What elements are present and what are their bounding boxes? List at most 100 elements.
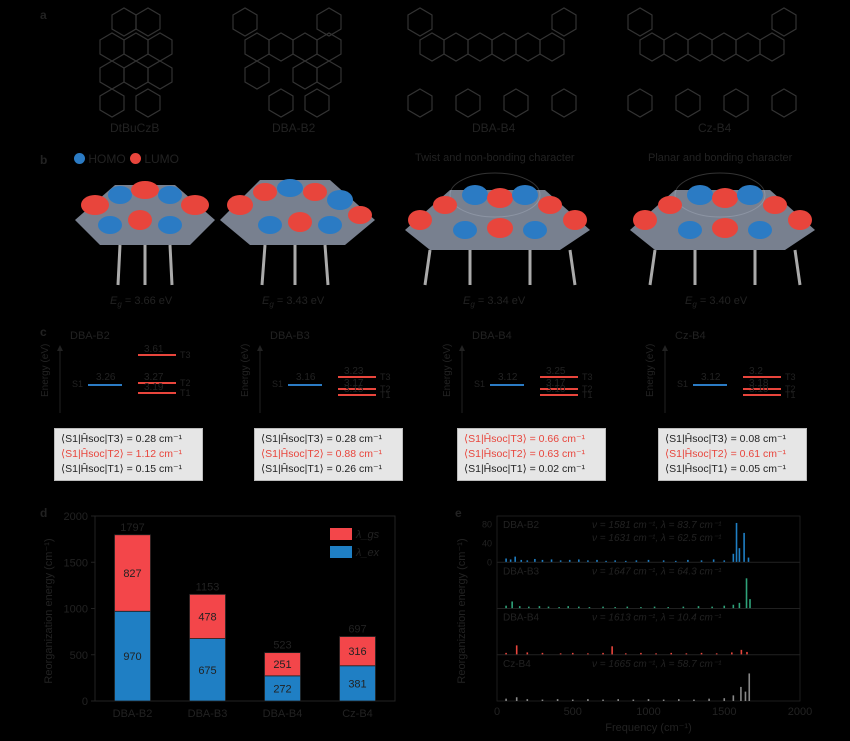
t3-value: 3.23 xyxy=(344,366,364,377)
t1-label: T1 xyxy=(180,388,191,398)
y-tick-label: 40 xyxy=(482,538,492,548)
s1-value: 3.12 xyxy=(701,372,721,383)
panel-b-letter: b xyxy=(40,153,48,167)
t1-label: T1 xyxy=(785,390,796,400)
gap-4: Eg = 3.40 eV xyxy=(685,295,747,309)
diagram-title: DBA-B2 xyxy=(70,330,110,342)
soc-line-t1: ⟨S1|Ĥsoc|T1⟩ = 0.26 cm⁻¹ xyxy=(261,463,383,475)
orbital-4 xyxy=(630,172,815,286)
t3-label: T3 xyxy=(380,372,391,382)
gap-1-sub: g xyxy=(117,300,122,310)
molecule-structures xyxy=(99,7,797,118)
legend-lumo: LUMO xyxy=(130,152,179,166)
t3-label: T3 xyxy=(180,350,191,360)
molecule-2 xyxy=(232,7,342,118)
t1-label: T1 xyxy=(380,390,391,400)
gap-2: Eg = 3.43 eV xyxy=(262,295,324,309)
t3-value: 3.61 xyxy=(144,344,164,355)
t1-value: 3.15 xyxy=(344,384,364,395)
y-tick-label: 0 xyxy=(487,557,492,567)
bar-ex xyxy=(189,638,226,702)
spectrum-Cz-B4: Cz-B4 ν = 1665 cm⁻¹, λ = 58.7 cm⁻¹ xyxy=(496,654,801,702)
axis-arrow-icon xyxy=(662,345,668,351)
t1-label: T1 xyxy=(582,390,593,400)
bar-gs-label: 251 xyxy=(273,659,291,671)
t2-value: 3.17 xyxy=(344,378,364,389)
panel-a-letter: a xyxy=(40,8,47,22)
legend-ex-label: λ_ex xyxy=(355,547,380,559)
energy-diagram-2: DBA-B3 Energy (eV) S1 3.16 3.23 T3 3.17 T2 3.15 T… xyxy=(240,330,391,413)
axis-arrow-icon xyxy=(257,345,263,351)
s1-label: S1 xyxy=(474,379,485,389)
legend-gs-label: λ_gs xyxy=(355,529,380,541)
x-tick-label: DBA-B3 xyxy=(188,708,228,720)
panel-c-letter: c xyxy=(40,325,47,339)
y-tick-label: 1500 xyxy=(64,557,88,569)
spectrum-name: DBA-B4 xyxy=(503,613,540,624)
y-tick-label: 500 xyxy=(70,650,88,662)
t2-label: T2 xyxy=(180,378,191,388)
gap-1-prefix: E xyxy=(110,295,118,307)
s1-label: S1 xyxy=(272,379,283,389)
panel-e-letter: e xyxy=(455,506,462,520)
bar-total-label: 1797 xyxy=(120,522,144,534)
x-tick-label: DBA-B4 xyxy=(263,708,303,720)
bar-gs xyxy=(114,534,151,612)
energy-level-diagrams: DBA-B2 Energy (eV) S1 3.26 3.61 T3 3.27 T2 3.19 T… xyxy=(40,330,796,413)
x-tick-label: DBA-B2 xyxy=(113,708,153,720)
spectrum-name: Cz-B4 xyxy=(503,659,531,670)
annotation-planar: Planar and bonding character xyxy=(648,152,793,164)
bar-ex-label: 272 xyxy=(273,683,291,695)
soc-line-t1: ⟨S1|Ĥsoc|T1⟩ = 0.15 cm⁻¹ xyxy=(61,463,183,475)
gap-3-value: = 3.34 eV xyxy=(474,295,526,307)
soc-line-t2: ⟨S1|Ĥsoc|T2⟩ = 0.63 cm⁻¹ xyxy=(464,448,586,460)
energy-axis-label: Energy (eV) xyxy=(645,344,656,397)
homo-dot-icon xyxy=(74,153,85,164)
molecule-2-name: DBA-B2 xyxy=(272,121,316,135)
spectrum-DBA-B3: DBA-B3 ν = 1647 cm⁻¹, λ = 64.3 cm⁻¹ xyxy=(496,561,801,609)
bar-ex xyxy=(114,610,151,702)
energy-axis-label: Energy (eV) xyxy=(40,344,51,397)
x-tick-label: 500 xyxy=(564,706,582,718)
y-tick-label: 1000 xyxy=(64,604,88,616)
s1-value: 3.16 xyxy=(296,372,316,383)
orbital-renderings xyxy=(75,172,815,286)
t1-value: 3.19 xyxy=(144,382,164,393)
axis-arrow-icon xyxy=(57,345,63,351)
t2-value: 3.27 xyxy=(144,372,164,383)
molecule-4 xyxy=(627,7,797,118)
bar-gs-label: 478 xyxy=(198,611,216,623)
gap-4-value: = 3.40 eV xyxy=(696,295,748,307)
legend-homo: HOMO xyxy=(74,152,126,166)
spectrum-note: ν = 1613 cm⁻¹, λ = 10.4 cm⁻¹ xyxy=(592,613,722,624)
bar-gs xyxy=(189,593,226,639)
diagram-title: DBA-B3 xyxy=(270,330,310,342)
energy-diagram-1: DBA-B2 Energy (eV) S1 3.26 3.61 T3 3.27 T2 3.19 T… xyxy=(40,330,191,413)
bar-gs xyxy=(264,652,301,677)
x-tick-label: Cz-B4 xyxy=(342,708,373,720)
soc-box-2: ⟨S1|Ĥsoc|T3⟩ = 0.28 cm⁻¹ ⟨S1|Ĥsoc|T2⟩ = 0… xyxy=(254,428,403,481)
bar-total-label: 523 xyxy=(273,640,291,652)
legend-ex-swatch xyxy=(330,546,352,558)
gap-3-prefix: E xyxy=(463,295,471,307)
molecule-3 xyxy=(407,7,577,118)
bar-gs-label: 316 xyxy=(348,646,366,658)
s1-label: S1 xyxy=(677,379,688,389)
gap-3: Eg = 3.34 eV xyxy=(463,295,525,309)
homo-label: HOMO xyxy=(88,152,126,166)
spectrum-name: DBA-B3 xyxy=(503,566,540,577)
bar-total-label: 1153 xyxy=(196,581,220,593)
soc-line-t3: ⟨S1|Ĥsoc|T3⟩ = 0.28 cm⁻¹ xyxy=(261,433,383,445)
y-axis-label: Reorganization energy (cm⁻¹) xyxy=(43,538,55,683)
x-tick-label: 1000 xyxy=(636,706,660,718)
t1-value: 3.10 xyxy=(749,384,769,395)
gap-1: Eg = 3.66 eV xyxy=(110,295,172,309)
spectrum-name: DBA-B2 xyxy=(503,520,540,531)
t2-label: T2 xyxy=(785,384,796,394)
gap-3-sub: g xyxy=(470,300,475,310)
t1-value: 3.10 xyxy=(546,384,566,395)
t2-value: 3.18 xyxy=(749,378,769,389)
y-tick-label: 2000 xyxy=(64,511,88,523)
gap-1-value: = 3.66 eV xyxy=(121,295,173,307)
molecule-3-name: DBA-B4 xyxy=(472,121,516,135)
